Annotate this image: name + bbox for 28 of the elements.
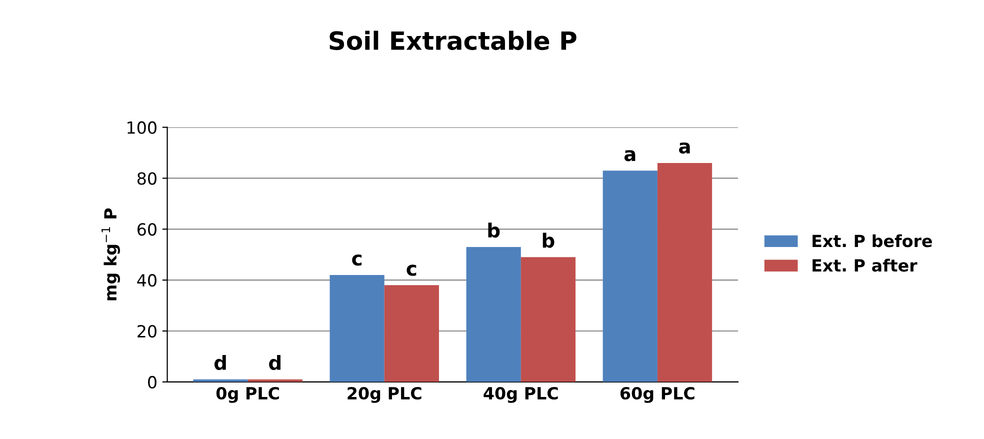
bar <box>384 285 439 382</box>
bar <box>657 162 712 382</box>
y-tick-label: 60 <box>138 223 156 236</box>
annotation: b <box>488 222 500 238</box>
y-tick-label: 100 <box>128 121 156 134</box>
chart-title: Soil Extractable P <box>330 30 576 50</box>
annotation: a <box>679 142 690 154</box>
annotation: c <box>352 254 362 266</box>
legend-label: Ext. P before <box>812 234 932 248</box>
annotation: b <box>542 232 554 248</box>
bar <box>520 257 576 382</box>
annotation: c <box>406 264 416 276</box>
annotation: d <box>269 355 280 370</box>
bar <box>330 274 384 382</box>
bar <box>466 246 521 382</box>
y-tick-label: 20 <box>138 324 156 338</box>
bar <box>602 170 658 382</box>
y-tick-label: 40 <box>137 274 156 287</box>
legend-label: Ext. P after <box>812 258 918 272</box>
x-tick-label: 0g PLC <box>216 386 279 403</box>
x-tick-label: 20g PLC <box>348 386 422 403</box>
y-tick-label: 80 <box>137 172 156 185</box>
y-axis-title: mg kg$^{−1}$ P <box>102 208 120 300</box>
x-tick-label: 60g PLC <box>620 386 694 403</box>
annotation: a <box>624 150 636 162</box>
y-tick-label: 0 <box>148 376 156 388</box>
x-tick-label: 40g PLC <box>484 386 558 403</box>
annotation: d <box>214 355 226 370</box>
